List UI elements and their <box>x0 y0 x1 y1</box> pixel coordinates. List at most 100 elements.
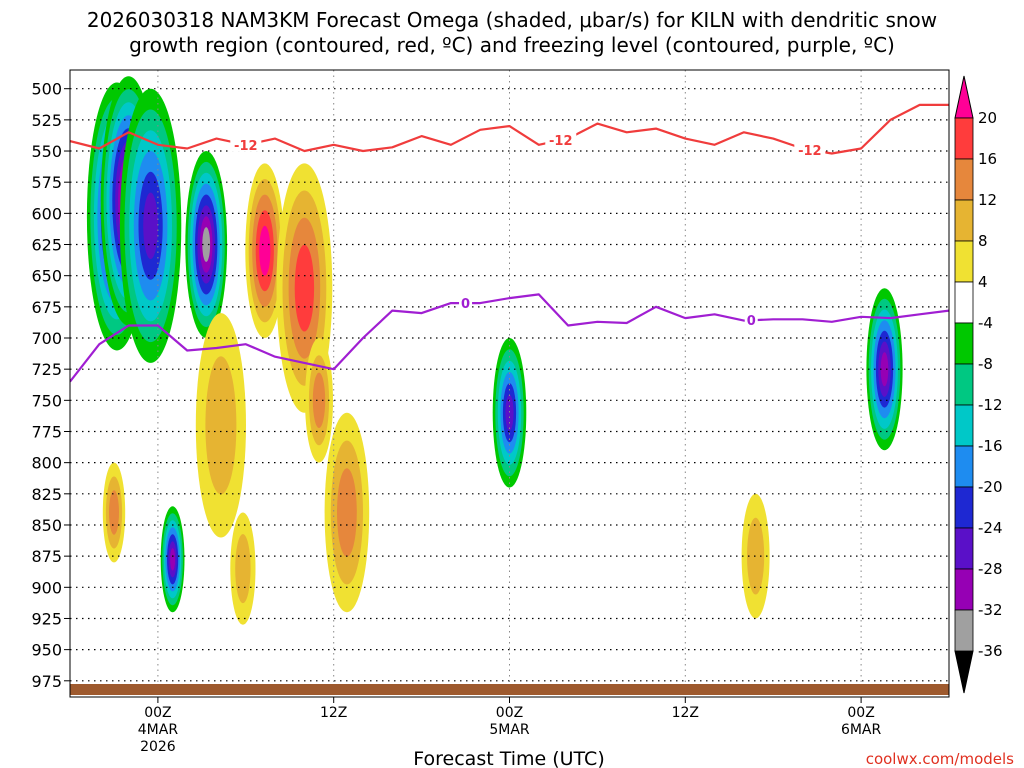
colorbar-band <box>954 158 974 201</box>
colorbar: 20 16 12 8 4 -4 -8 -12 -16 -20 -24 -28 -32 -36 <box>954 75 1003 694</box>
x-tick-label: 6MAR <box>841 722 882 738</box>
omega-contour-band <box>747 517 765 595</box>
y-tick-label: 850 <box>31 516 62 535</box>
x-tick-label: 12Z <box>320 705 347 721</box>
x-tick-label: 2026 <box>140 739 176 755</box>
colorbar-band <box>954 240 974 283</box>
colorbar-tick-label: 16 <box>978 150 997 168</box>
omega-contour-band <box>202 227 211 262</box>
x-tick-label: 00Z <box>847 705 874 721</box>
omega-contour-band <box>109 490 119 535</box>
colorbar-band <box>954 117 974 160</box>
omega-cell <box>245 163 285 338</box>
colorbar-tick-label: -8 <box>978 355 993 373</box>
y-tick-label: 950 <box>31 641 62 660</box>
colorbar-band <box>954 568 974 611</box>
colorbar-band <box>954 281 974 324</box>
freezing-level-contour <box>70 293 949 383</box>
colorbar-tick-label: -28 <box>978 560 1003 578</box>
y-tick-label: 975 <box>31 672 62 691</box>
colorbar-band <box>954 486 974 529</box>
x-axis-title: Forecast Time (UTC) <box>413 748 604 768</box>
colorbar-tick-label: 8 <box>978 232 988 250</box>
x-tick-label: 4MAR <box>138 722 179 738</box>
omega-contour-band <box>505 394 514 431</box>
omega-cell <box>305 338 333 463</box>
colorbar-tick-label: -16 <box>978 437 1003 455</box>
y-tick-label: 700 <box>31 329 62 348</box>
colorbar-band <box>954 199 974 242</box>
omega-contour-band <box>312 372 326 428</box>
colorbar-band <box>954 404 974 447</box>
chart-title-line-1: 2026030318 NAM3KM Forecast Omega (shaded… <box>87 8 937 32</box>
colorbar-tick-label: -36 <box>978 642 1003 660</box>
x-tick-label: 5MAR <box>489 722 530 738</box>
freezing-level-contour-label-bg <box>744 312 758 328</box>
y-tick-label: 875 <box>31 547 62 566</box>
y-tick-label: 675 <box>31 298 62 317</box>
colorbar-tick-label: -4 <box>978 314 993 332</box>
omega-contour-band <box>235 534 251 604</box>
omega-contour-band <box>205 356 237 495</box>
dgz-contour-label-bg <box>545 132 577 148</box>
y-tick-label: 725 <box>31 360 62 379</box>
terrain-surface <box>70 684 949 695</box>
omega-cell <box>741 493 770 619</box>
colorbar-tick-label: -32 <box>978 601 1003 619</box>
dgz-contour-label-bg <box>794 141 826 157</box>
y-tick-label: 750 <box>31 391 62 410</box>
colorbar-band <box>954 527 974 570</box>
freezing-level-contour-label-bg <box>459 295 473 311</box>
colorbar-tick-label: -24 <box>978 519 1003 537</box>
omega-cell <box>324 412 370 613</box>
colorbar-band <box>954 609 974 652</box>
y-tick-label: 550 <box>31 142 62 161</box>
omega-contour-band <box>170 548 176 571</box>
colorbar-band <box>954 322 974 365</box>
dgz-contour-label: -12 <box>549 134 573 149</box>
dgz-contour-label-bg <box>230 136 262 152</box>
y-tick-label: 650 <box>31 267 62 286</box>
omega-cell <box>492 338 527 488</box>
y-tick-label: 600 <box>31 204 62 223</box>
dgz-contour-label: -12 <box>234 139 258 154</box>
omega-cell <box>102 462 126 563</box>
y-tick-label: 825 <box>31 485 62 504</box>
y-tick-label: 775 <box>31 422 62 441</box>
y-tick-label: 500 <box>31 80 62 99</box>
y-tick-label: 625 <box>31 236 62 255</box>
gridlines <box>70 70 949 697</box>
freezing-level-contour-label: 0 <box>461 297 470 312</box>
colorbar-tick-label: -20 <box>978 478 1003 496</box>
omega-cell <box>185 151 228 338</box>
omega-cell <box>160 506 185 613</box>
y-tick-label: 575 <box>31 173 62 192</box>
omega-contour-band <box>337 468 357 557</box>
omega-contour-band <box>880 352 889 387</box>
y-tick-label: 900 <box>31 578 62 597</box>
colorbar-band <box>954 363 974 406</box>
colorbar-top-arrow <box>954 75 974 119</box>
y-tick-label: 800 <box>31 454 62 473</box>
y-axis: 500 525 550 575 600 625 650 675 700 725 750 775 800 8… <box>31 80 70 691</box>
x-tick-label: 00Z <box>496 705 523 721</box>
colorbar-tick-label: -12 <box>978 396 1003 414</box>
omega-contour-band <box>143 192 159 259</box>
colorbar-tick-label: 4 <box>978 273 988 291</box>
y-tick-label: 925 <box>31 609 62 628</box>
contour-layer: -12 -12 -12 0 0 <box>70 103 949 383</box>
omega-cell <box>119 88 182 363</box>
x-tick-label: 12Z <box>672 705 699 721</box>
colorbar-tick-label: 20 <box>978 109 997 127</box>
colorbar-bottom-arrow <box>954 650 974 694</box>
freezing-level-contour-label: 0 <box>747 314 756 329</box>
omega-contour-band <box>294 244 315 332</box>
dgz-contour-label: -12 <box>798 144 822 159</box>
colorbar-band <box>954 445 974 488</box>
credit-text: coolwx.com/models <box>866 750 1014 768</box>
omega-cell <box>230 512 256 625</box>
omega-cell <box>866 288 903 451</box>
chart-title-line-2: growth region (contoured, red, ºC) and f… <box>129 33 895 57</box>
